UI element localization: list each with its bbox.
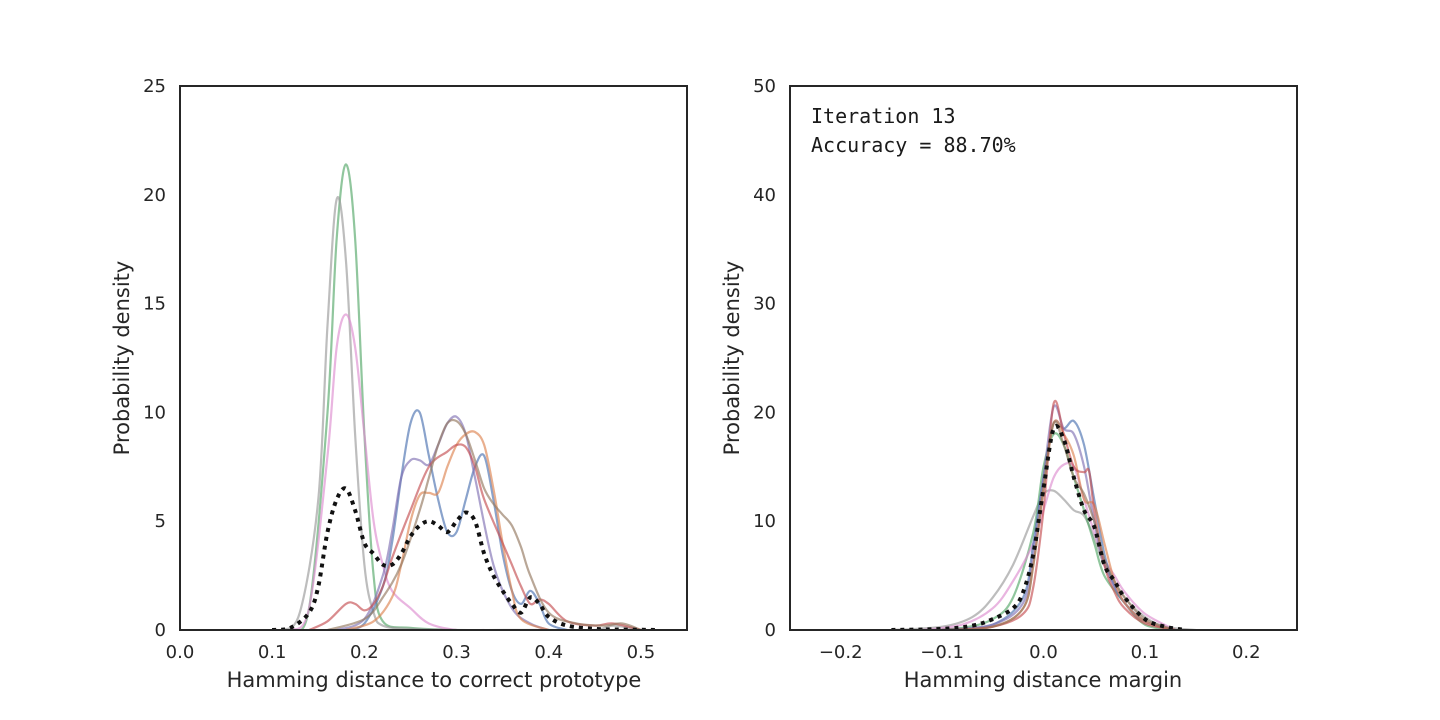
right-x-tick-label: 0.2 [1232,642,1261,663]
left-plot-panel: Hamming distance to correct prototype Pr… [110,76,688,692]
left-x-tick-label: 0.4 [534,642,563,663]
right-plot-panel: Hamming distance margin Probability dens… [720,76,1298,692]
left-x-tick-label: 0.2 [350,642,379,663]
left-density-curve-7 [308,443,642,630]
iteration-annotation: Iteration 13 [811,104,956,128]
left-y-tick-label: 20 [143,185,166,206]
accuracy-annotation: Accuracy = 88.70% [811,133,1016,157]
left-density-curve-3 [289,313,485,630]
right-y-tick-label: 10 [753,511,776,532]
left-density-curve-1 [289,163,457,630]
right-x-tick-label: −0.1 [920,642,964,663]
left-x-tick-label: 0.3 [442,642,471,663]
left-y-tick-label: 0 [155,620,166,641]
right-y-tick-label: 20 [753,402,776,423]
right-axes-frame [789,85,1298,631]
right-y-tick-label: 40 [753,185,776,206]
right-y-tick-label: 30 [753,294,776,315]
right-y-tick-label: 50 [753,76,776,97]
right-x-tick-label: −0.2 [819,642,863,663]
right-x-tick-label: 0.1 [1131,642,1160,663]
right-x-axis-label: Hamming distance margin [904,668,1182,692]
left-x-tick-label: 0.1 [258,642,287,663]
left-y-tick-label: 15 [143,294,166,315]
left-y-tick-label: 5 [155,511,166,532]
right-x-tick-label: 0.0 [1029,642,1058,663]
right-density-curve-7 [942,399,1176,630]
left-x-axis-label: Hamming distance to correct prototype [227,668,642,692]
left-y-tick-label: 10 [143,402,166,423]
left-density-curve-8 [327,418,642,630]
left-y-axis-label: Probability density [110,261,134,456]
left-x-tick-label: 0.5 [627,642,656,663]
right-density-curve-9 [891,423,1186,630]
left-density-curve-2 [280,196,642,630]
right-y-tick-label: 0 [765,620,776,641]
left-density-curve-9 [271,486,660,630]
left-axes-frame [179,85,688,631]
left-x-tick-label: 0.0 [166,642,195,663]
left-y-tick-label: 25 [143,76,166,97]
right-y-axis-label: Probability density [720,261,744,456]
